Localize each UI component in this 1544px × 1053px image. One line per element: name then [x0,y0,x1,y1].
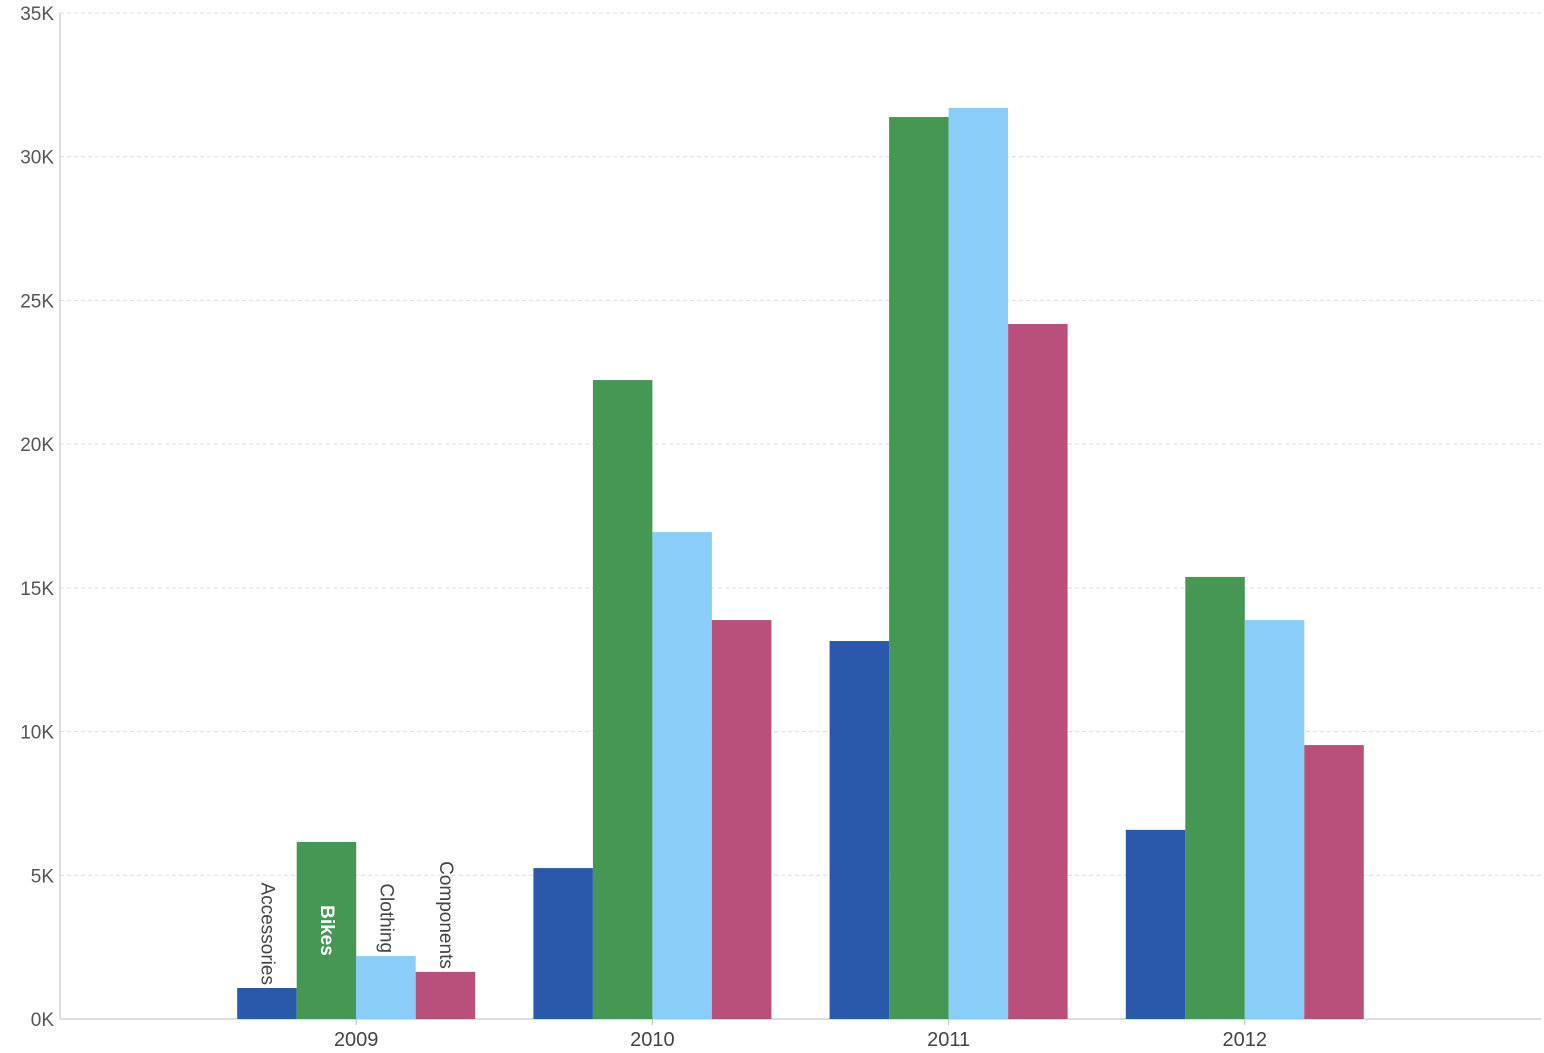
y-tick-label: 25K [20,291,54,312]
bar-accessories-2010 [533,868,593,1019]
series-label: Components [435,861,456,969]
bar-accessories-2011 [829,641,890,1019]
y-tick-label: 10K [20,723,54,744]
bar-bikes-2010 [592,380,653,1020]
bar-clothing-2011 [948,107,1009,1019]
y-tick-label: 35K [20,4,54,25]
bar-bikes-2009 [296,841,357,1019]
x-tick-label: 2010 [630,1029,675,1048]
series-label: Accessories [256,883,277,985]
bar-components-2010 [711,620,772,1019]
y-tick-label: 30K [20,148,54,169]
y-tick-label: 20K [20,435,54,456]
y-tick-label: 5K [31,866,55,887]
y-tick-label: 0K [31,1010,55,1031]
bar-components-2012 [1304,745,1364,1019]
series-label: Bikes [316,905,337,956]
series-label: Clothing [375,883,396,953]
bar-clothing-2010 [652,532,712,1019]
bar-components-2009 [415,971,476,1019]
y-tick-label: 15K [20,579,54,600]
bar-clothing-2012 [1244,620,1305,1019]
bar-accessories-2009 [237,987,297,1019]
x-tick-label: 2009 [334,1029,379,1048]
x-tick-label: 2012 [1223,1029,1268,1048]
x-tick-label: 2011 [927,1029,970,1048]
bar-bikes-2012 [1185,576,1245,1019]
bar-components-2011 [1008,323,1068,1020]
bar-clothing-2009 [356,956,416,1019]
bar-bikes-2011 [889,117,949,1020]
bar-accessories-2012 [1125,829,1186,1019]
